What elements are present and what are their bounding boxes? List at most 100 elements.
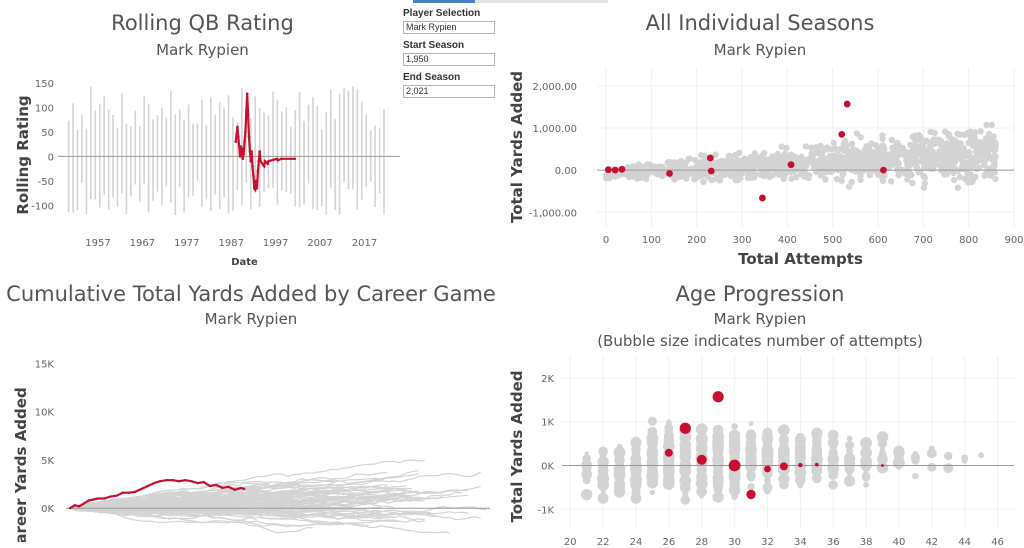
season-point xyxy=(733,170,740,178)
age-season-bubble xyxy=(928,445,935,452)
rypien-season-point xyxy=(604,166,612,174)
season-point xyxy=(937,162,944,170)
top-scroll-track[interactable] xyxy=(413,0,608,3)
age-y-tick-label: 2K xyxy=(541,374,554,385)
rypien-cumulative-point xyxy=(134,490,137,493)
cumulative-yards-chart[interactable]: 0K 5K 10K 15K Career Yards Added xyxy=(0,342,500,542)
rypien-season-point xyxy=(787,161,795,169)
season-point xyxy=(975,144,982,151)
age-x-tick-label: 36 xyxy=(827,537,840,548)
rypien-season-point xyxy=(611,166,619,174)
season-point xyxy=(888,178,895,185)
season-point xyxy=(743,157,751,164)
rypien-rolling-point xyxy=(267,159,270,163)
seasons-y-axis-title: Total Yards Added xyxy=(508,71,526,223)
rolling-y-tick-label: -100 xyxy=(31,201,54,212)
start-season-field[interactable]: 1,950 xyxy=(403,53,495,66)
age-season-bubble xyxy=(680,442,691,453)
season-point xyxy=(624,164,631,171)
season-point xyxy=(708,176,716,184)
age-season-bubble xyxy=(927,462,937,472)
age-season-bubble xyxy=(664,462,673,471)
season-point xyxy=(991,169,999,176)
end-season-field[interactable]: 2,021 xyxy=(403,85,495,98)
age-season-bubble xyxy=(728,441,741,453)
season-point xyxy=(899,145,907,153)
rolling-x-tick-label: 1987 xyxy=(218,238,243,249)
season-point xyxy=(716,177,723,184)
age-season-bubble xyxy=(795,432,805,442)
season-point xyxy=(648,163,656,170)
season-point xyxy=(992,175,999,183)
top-scroll-thumb[interactable] xyxy=(413,0,475,3)
start-season-label: Start Season xyxy=(403,40,465,51)
age-season-bubble xyxy=(879,434,886,440)
season-point xyxy=(692,156,699,164)
season-point xyxy=(833,160,840,167)
rypien-season-point xyxy=(843,100,851,108)
player-selection-field[interactable]: Mark Rypien xyxy=(403,21,495,34)
age-season-bubble xyxy=(682,467,689,474)
age-season-bubble xyxy=(631,472,641,481)
rolling-qb-rating-chart[interactable]: -100 -50 0 50 100 150 1957 1967 1977 1987 1997 2007… xyxy=(0,70,410,270)
rypien-cumulative-point xyxy=(109,495,112,498)
season-point xyxy=(945,133,952,140)
age-season-bubble xyxy=(861,473,871,482)
season-point xyxy=(780,175,787,183)
age-season-bubble xyxy=(731,438,738,445)
season-point xyxy=(956,173,963,181)
season-point xyxy=(886,153,893,160)
season-point xyxy=(935,155,942,162)
rypien-rolling-point xyxy=(254,179,258,183)
seasons-x-tick-label: 900 xyxy=(1004,235,1023,246)
age-season-bubble xyxy=(695,477,708,490)
age-season-bubble xyxy=(829,442,838,451)
age-season-bubble xyxy=(811,427,823,439)
rypien-season-point xyxy=(838,130,846,138)
season-point xyxy=(627,170,634,178)
season-point xyxy=(872,142,880,149)
age-season-bubble xyxy=(926,448,937,459)
age-season-bubble xyxy=(761,449,774,462)
rypien-rolling-point xyxy=(266,162,269,165)
season-point xyxy=(612,173,619,180)
rypien-cumulative-point xyxy=(92,498,95,501)
all-individual-seasons-chart[interactable]: -1,000.00 0.00 1,000.00 2,000.00 0 100 200 300 4… xyxy=(504,62,1024,267)
season-point xyxy=(991,147,998,154)
season-point xyxy=(840,170,847,177)
season-point xyxy=(950,139,958,146)
rolling-x-tick-label: 2007 xyxy=(307,238,332,249)
age-season-bubble xyxy=(728,471,741,484)
season-point xyxy=(808,144,815,151)
season-point xyxy=(921,180,929,187)
rypien-season-point xyxy=(707,167,715,175)
age-season-bubble xyxy=(978,452,984,459)
season-point xyxy=(879,132,886,139)
season-point xyxy=(810,164,818,171)
age-season-bubble xyxy=(696,470,708,482)
age-x-tick-label: 44 xyxy=(958,537,971,548)
season-point xyxy=(908,149,915,156)
season-point xyxy=(853,130,860,137)
rypien-rolling-point xyxy=(256,169,260,173)
season-point xyxy=(882,160,889,167)
seasons-background-series xyxy=(602,121,999,191)
rypien-rolling-point xyxy=(237,135,240,139)
season-point xyxy=(640,168,648,175)
age-progression-chart[interactable]: -1K 0K 1K 2K 20 22 24 26 28 30 32 34 36 38 40 42 44 46 Tot… xyxy=(504,354,1024,548)
age-season-bubble xyxy=(680,476,690,485)
rypien-age-bubble xyxy=(779,462,788,471)
season-point xyxy=(758,162,765,169)
age-season-bubble xyxy=(633,479,639,485)
rypien-rolling-point xyxy=(243,140,246,143)
season-point xyxy=(833,175,841,183)
season-point xyxy=(967,171,974,178)
age-chart-title: Age Progression xyxy=(675,282,845,306)
rypien-season-point xyxy=(706,154,714,162)
age-season-bubble xyxy=(863,440,869,447)
seasons-x-tick-label: 400 xyxy=(778,235,797,246)
season-point xyxy=(826,153,833,160)
season-point xyxy=(795,155,802,162)
rypien-season-point xyxy=(880,166,887,174)
seasons-y-tick-label: 1,000.00 xyxy=(532,124,577,135)
